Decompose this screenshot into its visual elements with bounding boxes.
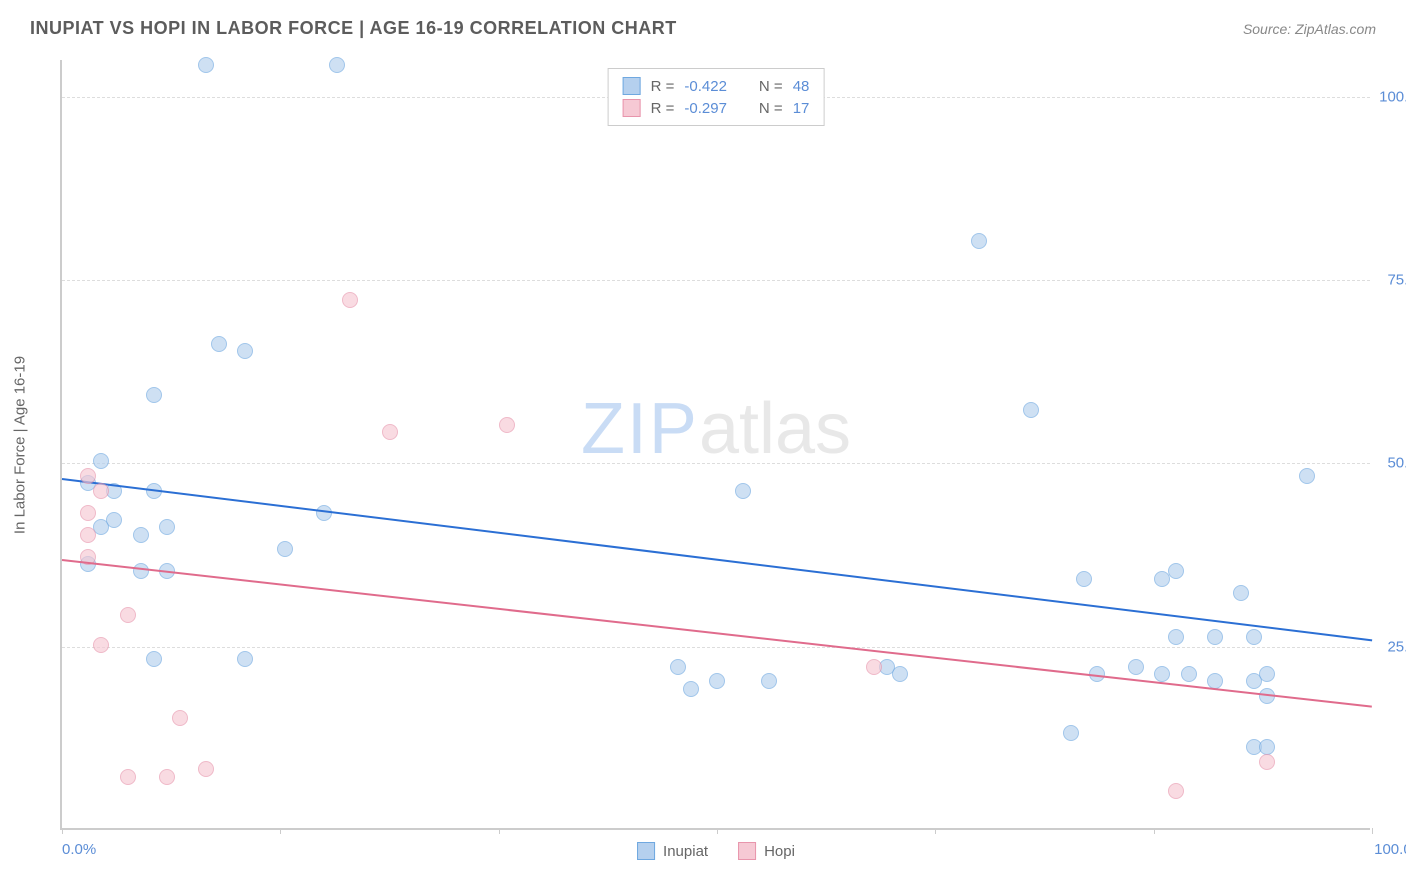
scatter-point (106, 512, 122, 528)
r-label: R = (651, 100, 675, 117)
plot-area: ZIPatlas R = -0.422 N = 48 R = -0.297 N = 1… (60, 60, 1370, 830)
scatter-point (866, 659, 882, 675)
scatter-point (277, 541, 293, 557)
y-tick-label: 50.0% (1375, 455, 1406, 472)
scatter-point (120, 607, 136, 623)
scatter-point (1207, 629, 1223, 645)
y-axis-title: In Labor Force | Age 16-19 (12, 356, 29, 534)
scatter-point (1168, 783, 1184, 799)
scatter-point (1299, 468, 1315, 484)
scatter-point (159, 769, 175, 785)
scatter-point (80, 468, 96, 484)
scatter-point (237, 343, 253, 359)
x-tick (62, 828, 63, 834)
chart-header: INUPIAT VS HOPI IN LABOR FORCE | AGE 16-… (0, 0, 1406, 49)
x-tick (717, 828, 718, 834)
scatter-point (1168, 563, 1184, 579)
scatter-point (382, 424, 398, 440)
scatter-point (499, 417, 515, 433)
scatter-point (329, 57, 345, 73)
scatter-point (342, 292, 358, 308)
legend-stat-row: R = -0.297 N = 17 (623, 97, 810, 119)
scatter-point (237, 651, 253, 667)
legend-swatch (623, 99, 641, 117)
legend-swatch (738, 842, 756, 860)
x-tick (1372, 828, 1373, 834)
scatter-point (93, 637, 109, 653)
r-value: -0.422 (684, 78, 727, 95)
scatter-point (1063, 725, 1079, 741)
scatter-point (172, 710, 188, 726)
n-label: N = (759, 100, 783, 117)
chart-source: Source: ZipAtlas.com (1243, 21, 1376, 37)
scatter-point (1181, 666, 1197, 682)
scatter-point (971, 233, 987, 249)
scatter-point (761, 673, 777, 689)
scatter-point (709, 673, 725, 689)
x-tick (280, 828, 281, 834)
trend-line (62, 478, 1372, 641)
scatter-point (211, 336, 227, 352)
legend-label: Hopi (764, 843, 795, 860)
n-value: 48 (793, 78, 810, 95)
n-value: 17 (793, 100, 810, 117)
scatter-point (670, 659, 686, 675)
scatter-point (683, 681, 699, 697)
legend-swatch (637, 842, 655, 860)
scatter-point (1076, 571, 1092, 587)
gridline (62, 463, 1370, 464)
scatter-point (1168, 629, 1184, 645)
x-tick (499, 828, 500, 834)
scatter-point (1259, 739, 1275, 755)
scatter-point (1154, 666, 1170, 682)
scatter-point (146, 651, 162, 667)
correlation-legend: R = -0.422 N = 48 R = -0.297 N = 17 (608, 68, 825, 126)
scatter-point (133, 527, 149, 543)
scatter-point (735, 483, 751, 499)
scatter-point (1023, 402, 1039, 418)
x-tick-label-min: 0.0% (62, 841, 96, 858)
scatter-point (159, 519, 175, 535)
scatter-point (1259, 666, 1275, 682)
scatter-point (198, 57, 214, 73)
r-label: R = (651, 78, 675, 95)
gridline (62, 647, 1370, 648)
legend-swatch (623, 77, 641, 95)
watermark-atlas: atlas (699, 389, 851, 469)
legend-stat-row: R = -0.422 N = 48 (623, 75, 810, 97)
scatter-point (133, 563, 149, 579)
watermark: ZIPatlas (581, 388, 851, 470)
scatter-point (1233, 585, 1249, 601)
scatter-point (93, 453, 109, 469)
series-legend: Inupiat Hopi (637, 842, 795, 860)
scatter-point (892, 666, 908, 682)
scatter-point (146, 387, 162, 403)
n-label: N = (759, 78, 783, 95)
chart-container: In Labor Force | Age 16-19 ZIPatlas R = … (60, 60, 1370, 830)
legend-item: Hopi (738, 842, 795, 860)
y-tick-label: 75.0% (1375, 272, 1406, 289)
scatter-point (93, 483, 109, 499)
scatter-point (1259, 754, 1275, 770)
chart-title: INUPIAT VS HOPI IN LABOR FORCE | AGE 16-… (30, 18, 677, 39)
scatter-point (80, 505, 96, 521)
legend-item: Inupiat (637, 842, 708, 860)
scatter-point (1246, 629, 1262, 645)
legend-label: Inupiat (663, 843, 708, 860)
x-tick (935, 828, 936, 834)
x-tick (1154, 828, 1155, 834)
scatter-point (198, 761, 214, 777)
x-tick-label-max: 100.0% (1374, 841, 1406, 858)
scatter-point (80, 527, 96, 543)
scatter-point (1128, 659, 1144, 675)
y-tick-label: 100.0% (1375, 88, 1406, 105)
y-tick-label: 25.0% (1375, 638, 1406, 655)
gridline (62, 280, 1370, 281)
watermark-zip: ZIP (581, 389, 699, 469)
r-value: -0.297 (684, 100, 727, 117)
scatter-point (120, 769, 136, 785)
